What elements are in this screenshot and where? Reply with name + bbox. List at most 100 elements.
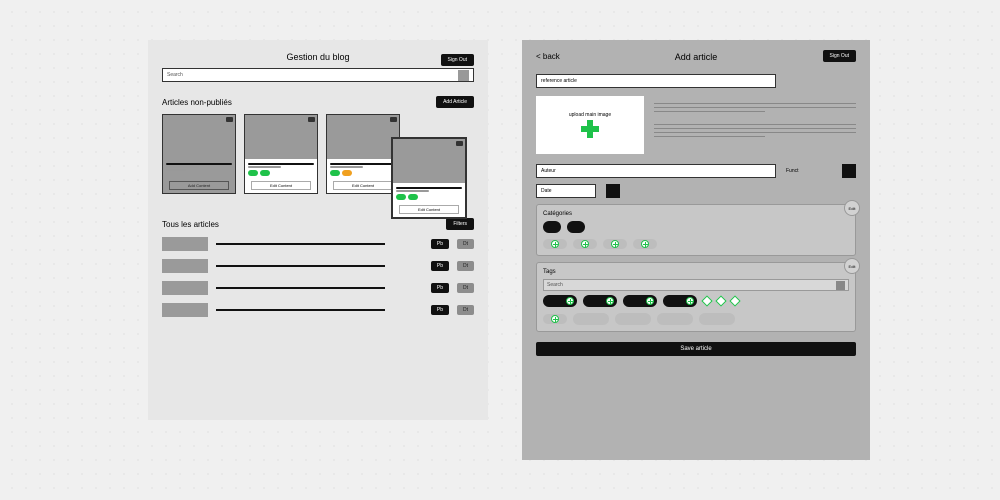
article-card[interactable]: Edit Content	[392, 138, 466, 218]
tag-marker-icon	[715, 295, 726, 306]
edit-tags-button[interactable]: Edit	[845, 259, 859, 273]
sign-out-button[interactable]: Sign Out	[823, 50, 856, 62]
article-card[interactable]: Add Content	[162, 114, 236, 194]
tag-chip[interactable]	[623, 295, 657, 307]
category-chip[interactable]	[543, 221, 561, 233]
category-chip[interactable]	[567, 221, 585, 233]
delete-button[interactable]: Dt	[457, 283, 474, 293]
add-icon	[551, 315, 559, 323]
page-title: Gestion du blog	[162, 52, 474, 62]
tags-selected	[543, 295, 849, 307]
row-thumbnail[interactable]	[162, 303, 208, 317]
card-badge	[308, 117, 315, 122]
delete-button[interactable]: Dt	[457, 239, 474, 249]
category-add-chip[interactable]	[543, 239, 567, 249]
card-line	[330, 166, 363, 168]
author-row: Auteur Funct	[536, 164, 856, 178]
add-article-frame: < back Add article Sign Out reference ar…	[522, 40, 870, 460]
funct-toggle[interactable]	[842, 164, 856, 178]
tag-suggestion[interactable]	[573, 313, 609, 325]
add-icon	[606, 297, 614, 305]
save-row: Save article	[536, 342, 856, 356]
categories-panel: Edit Catégories	[536, 204, 856, 256]
category-add-chip[interactable]	[573, 239, 597, 249]
add-icon	[551, 240, 559, 248]
tag-chip[interactable]	[663, 295, 697, 307]
frame1-topbar: Gestion du blog Sign Out	[162, 52, 474, 62]
status-pill	[260, 170, 270, 176]
card-line	[330, 163, 396, 165]
add-icon	[686, 297, 694, 305]
status-pill	[330, 170, 340, 176]
tag-chip[interactable]	[543, 295, 577, 307]
row-title-line	[216, 309, 385, 311]
search-icon[interactable]	[458, 70, 469, 81]
plus-icon	[581, 120, 599, 138]
frame2-header: < back Add article Sign Out	[536, 50, 856, 68]
articles-table: Pb Dt Pb Dt Pb Dt Pb Dt	[162, 236, 474, 318]
add-icon	[581, 240, 589, 248]
delete-button[interactable]: Dt	[457, 261, 474, 271]
status-pill	[248, 170, 258, 176]
date-input[interactable]: Date	[536, 184, 596, 198]
publish-button[interactable]: Pb	[431, 239, 449, 249]
tag-add-chip[interactable]	[543, 314, 567, 324]
status-pill	[408, 194, 418, 200]
tag-marker-icon	[729, 295, 740, 306]
card-badge	[456, 141, 463, 146]
sign-out-button[interactable]: Sign Out	[441, 54, 474, 66]
row-title-line	[216, 287, 385, 289]
save-article-button[interactable]: Save article	[536, 342, 856, 356]
card-line	[396, 187, 462, 189]
tags-candidates	[543, 313, 849, 325]
publish-button[interactable]: Pb	[431, 261, 449, 271]
edit-content-button[interactable]: Edit Content	[251, 181, 311, 190]
add-icon	[566, 297, 574, 305]
delete-button[interactable]: Dt	[457, 305, 474, 315]
search-icon[interactable]	[836, 281, 845, 290]
edit-content-button[interactable]: Edit Content	[333, 181, 393, 190]
tag-chip[interactable]	[583, 295, 617, 307]
card-line	[166, 169, 186, 171]
upload-row: upload main image	[536, 96, 856, 154]
edit-categories-button[interactable]: Edit	[845, 201, 859, 215]
publish-button[interactable]: Pb	[431, 283, 449, 293]
filters-button[interactable]: Filters	[446, 218, 474, 230]
tag-suggestion[interactable]	[615, 313, 651, 325]
tag-suggestion[interactable]	[657, 313, 693, 325]
status-pill	[396, 194, 406, 200]
upload-main-image[interactable]: upload main image	[536, 96, 644, 154]
card-badge	[226, 117, 233, 122]
tags-search-input[interactable]: Search	[543, 279, 849, 291]
add-content-button[interactable]: Add Content	[169, 181, 229, 190]
reference-placeholder: reference article	[541, 78, 577, 84]
card-badge	[390, 117, 397, 122]
card-line	[166, 166, 199, 168]
back-link[interactable]: < back	[536, 52, 560, 61]
search-input-row[interactable]: Search	[162, 68, 474, 82]
add-icon	[646, 297, 654, 305]
article-card[interactable]: Edit Content	[326, 114, 400, 194]
reference-input[interactable]: reference article	[536, 74, 776, 88]
row-thumbnail[interactable]	[162, 281, 208, 295]
add-icon	[611, 240, 619, 248]
article-card[interactable]: Edit Content	[244, 114, 318, 194]
category-add-chip[interactable]	[603, 239, 627, 249]
row-thumbnail[interactable]	[162, 259, 208, 273]
search-placeholder: Search	[167, 72, 458, 78]
tags-panel: Edit Tags Search	[536, 262, 856, 332]
upload-label: upload main image	[569, 112, 611, 118]
edit-content-button[interactable]: Edit Content	[399, 205, 459, 214]
description-placeholder-lines	[654, 96, 856, 140]
row-thumbnail[interactable]	[162, 237, 208, 251]
add-article-button[interactable]: Add Article	[436, 96, 474, 108]
category-add-chip[interactable]	[633, 239, 657, 249]
date-picker-button[interactable]	[606, 184, 620, 198]
author-input[interactable]: Auteur	[536, 164, 776, 178]
all-articles-header: Tous les articles Filters	[162, 218, 474, 230]
tag-suggestion[interactable]	[699, 313, 735, 325]
publish-button[interactable]: Pb	[431, 305, 449, 315]
add-article-title: Add article	[536, 50, 856, 62]
tag-marker-icon	[701, 295, 712, 306]
card-line	[166, 163, 232, 165]
